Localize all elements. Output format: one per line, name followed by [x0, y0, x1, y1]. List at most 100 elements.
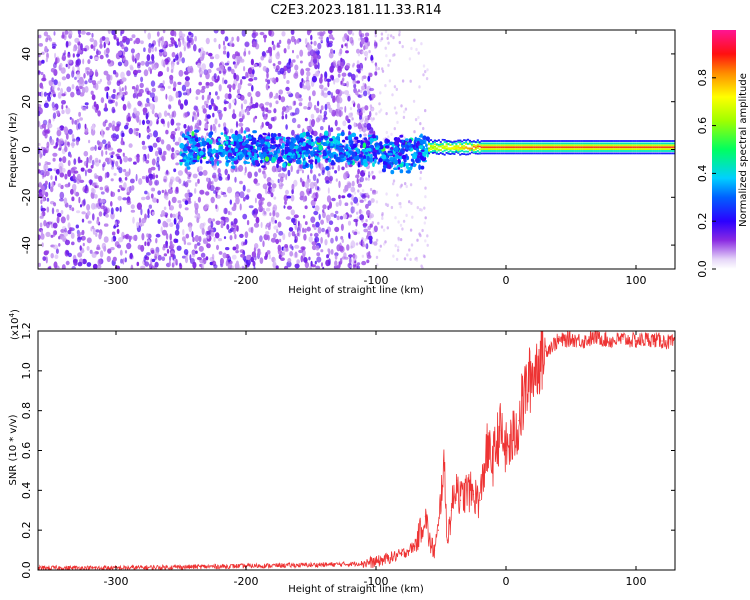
heatmap-cell [368, 148, 372, 152]
heatmap-cell [118, 237, 124, 243]
heatmap-cell [404, 182, 407, 186]
heatmap-cell [184, 80, 190, 88]
heatmap-cell [124, 171, 130, 177]
heatmap-cell [539, 152, 542, 155]
heatmap-cell [194, 35, 198, 42]
heatmap-cell [71, 196, 75, 202]
y-tick-label: 0.0 [20, 561, 33, 579]
heatmap-cell [593, 152, 596, 155]
snr-data-point [505, 449, 507, 452]
heatmap-cell [227, 152, 232, 158]
heatmap-cell [387, 41, 390, 45]
heatmap-cell [124, 250, 128, 254]
heatmap-cell [234, 234, 237, 240]
heatmap-cell [617, 146, 620, 149]
heatmap-cell [599, 144, 602, 147]
heatmap-cell [519, 150, 522, 152]
heatmap-cell [623, 142, 626, 145]
heatmap-cell [529, 142, 532, 145]
heatmap-cell [244, 41, 250, 47]
heatmap-cell [338, 199, 342, 207]
heatmap-cell [76, 229, 80, 235]
heatmap-cell [213, 264, 218, 269]
heatmap-cell [315, 153, 319, 156]
heatmap-cell [251, 148, 257, 153]
heatmap-cell [401, 154, 407, 160]
heatmap-cell [391, 53, 395, 58]
heatmap-cell [498, 148, 501, 150]
heatmap-cell [502, 142, 505, 145]
heatmap-cell [330, 48, 334, 54]
heatmap-cell [196, 256, 202, 261]
heatmap-cell [61, 235, 67, 242]
heatmap-cell [116, 41, 120, 46]
heatmap-cell [40, 230, 44, 235]
heatmap-cell [506, 150, 509, 152]
heatmap-cell [439, 152, 442, 154]
heatmap-cell [157, 254, 162, 261]
heatmap-cell [660, 142, 663, 145]
heatmap-cell [431, 150, 434, 152]
heatmap-cell [118, 185, 123, 189]
heatmap-cell [597, 152, 600, 155]
heatmap-cell [53, 31, 56, 36]
heatmap-cell [251, 104, 257, 109]
heatmap-cell [484, 152, 487, 155]
heatmap-cell [272, 63, 276, 67]
heatmap-cell [368, 251, 371, 257]
snr-data-point [388, 557, 390, 559]
x-tick-label: -300 [104, 274, 129, 287]
heatmap-cell [265, 136, 271, 141]
heatmap-cell [117, 61, 123, 67]
heatmap-cell [392, 154, 396, 157]
heatmap-cell [642, 150, 645, 152]
heatmap-cell [331, 166, 335, 170]
heatmap-cell [236, 225, 239, 232]
heatmap-cell [328, 124, 331, 132]
heatmap-cell [347, 162, 351, 165]
heatmap-cell [399, 238, 403, 242]
heatmap-cell [118, 92, 124, 99]
heatmap-cell [272, 210, 276, 217]
heatmap-cell [521, 152, 524, 155]
heatmap-cell [225, 260, 229, 267]
heatmap-cell [165, 244, 169, 249]
heatmap-cell [550, 144, 553, 147]
heatmap-cell [43, 31, 49, 37]
heatmap-cell [632, 144, 635, 147]
heatmap-cell [626, 150, 629, 152]
heatmap-cell [123, 235, 129, 239]
heatmap-cell [671, 142, 674, 145]
heatmap-cell [379, 244, 382, 248]
heatmap-cell [186, 131, 190, 135]
heatmap-cell [529, 146, 532, 149]
heatmap-cell [488, 140, 491, 142]
heatmap-cell [369, 223, 373, 228]
heatmap-cell [276, 163, 279, 169]
heatmap-cell [523, 152, 526, 155]
heatmap-cell [611, 152, 614, 155]
heatmap-cell [441, 153, 444, 155]
heatmap-cell [263, 173, 267, 177]
heatmap-cell [311, 244, 317, 251]
heatmap-cell [210, 231, 215, 238]
heatmap-cell [465, 150, 468, 153]
heatmap-cell [301, 169, 304, 174]
heatmap-cell [78, 76, 84, 85]
heatmap-cell [111, 30, 116, 36]
heatmap-cell [372, 162, 375, 168]
heatmap-cell [474, 141, 477, 143]
heatmap-cell [539, 142, 542, 145]
heatmap-cell [47, 94, 51, 102]
heatmap-cell [523, 142, 526, 145]
heatmap-cell [111, 151, 115, 155]
heatmap-cell [673, 150, 675, 152]
heatmap-cell [351, 32, 355, 36]
heatmap-cell [328, 107, 333, 113]
heatmap-cell [146, 233, 150, 238]
heatmap-cell [426, 68, 429, 72]
heatmap-cell [547, 146, 550, 149]
heatmap-cell [327, 205, 330, 210]
heatmap-cell [416, 238, 419, 242]
heatmap-cell [529, 144, 532, 147]
